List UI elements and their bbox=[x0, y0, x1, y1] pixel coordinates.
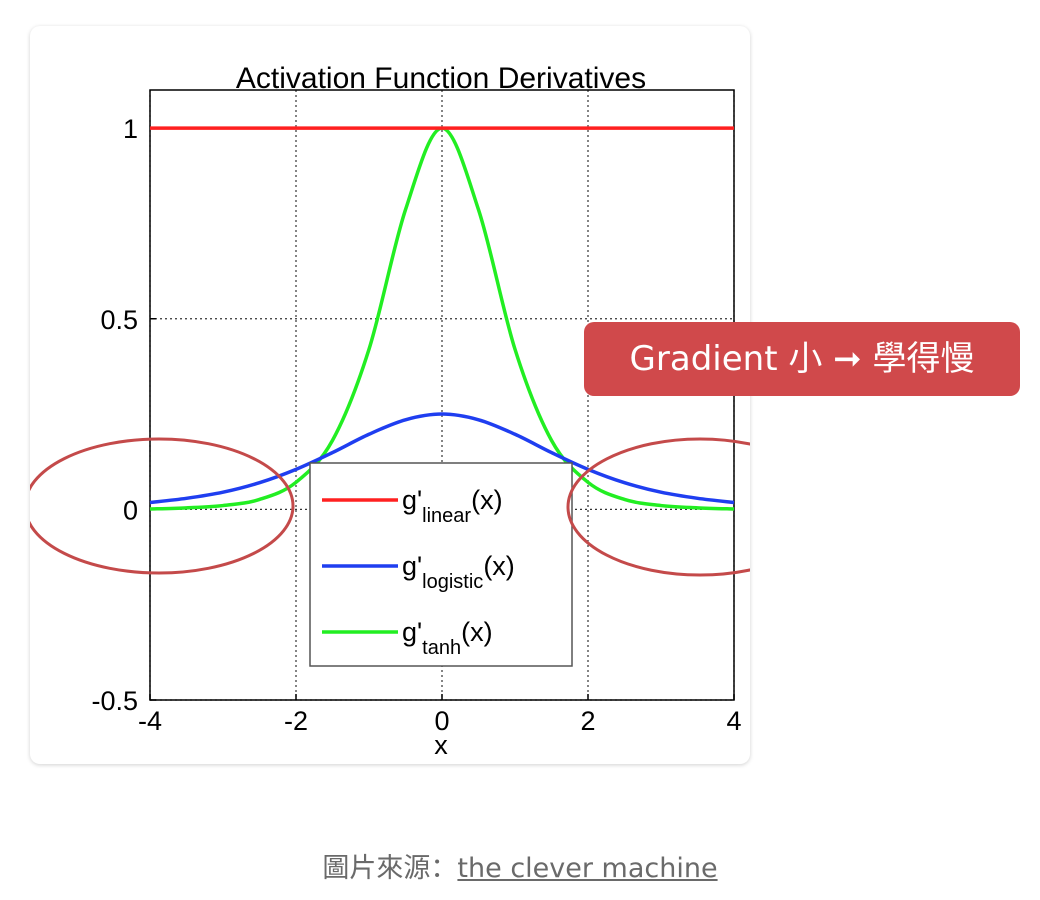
source-link[interactable]: the clever machine bbox=[457, 853, 718, 884]
x-tick-label: -2 bbox=[284, 706, 308, 736]
x-tick-label: 0 bbox=[434, 706, 449, 736]
caption-prefix: 圖片來源： bbox=[322, 853, 458, 884]
legend: g'linear(x) g'logistic(x) g'tanh(x) bbox=[309, 462, 573, 667]
legend-label-linear: g'linear(x) bbox=[402, 485, 503, 527]
y-tick-label: 0 bbox=[123, 495, 138, 525]
x-tick-label: 4 bbox=[726, 706, 741, 736]
y-tick-label: 0.5 bbox=[100, 305, 138, 335]
x-axis-label: x bbox=[434, 730, 448, 760]
x-tick-label: 2 bbox=[580, 706, 595, 736]
axis-ticks: -4 -2 0 2 4 -0.5 0 0.5 1 bbox=[91, 114, 741, 736]
highlight-ellipse-right bbox=[566, 437, 750, 577]
legend-label-tanh: g'tanh(x) bbox=[402, 617, 493, 659]
y-tick-label: 1 bbox=[123, 114, 138, 144]
highlight-ellipses bbox=[30, 437, 750, 577]
x-tick-label: -4 bbox=[138, 706, 162, 736]
series-lines bbox=[149, 126, 735, 511]
image-caption: 圖片來源：the clever machine bbox=[0, 846, 1040, 885]
y-tick-label: -0.5 bbox=[91, 686, 138, 716]
highlight-ellipse-left bbox=[30, 437, 295, 575]
series-line-logistic bbox=[149, 412, 735, 505]
gradient-callout: Gradient 小 ➞ 學得慢 bbox=[584, 322, 1020, 396]
legend-label-logistic: g'logistic(x) bbox=[402, 551, 515, 593]
